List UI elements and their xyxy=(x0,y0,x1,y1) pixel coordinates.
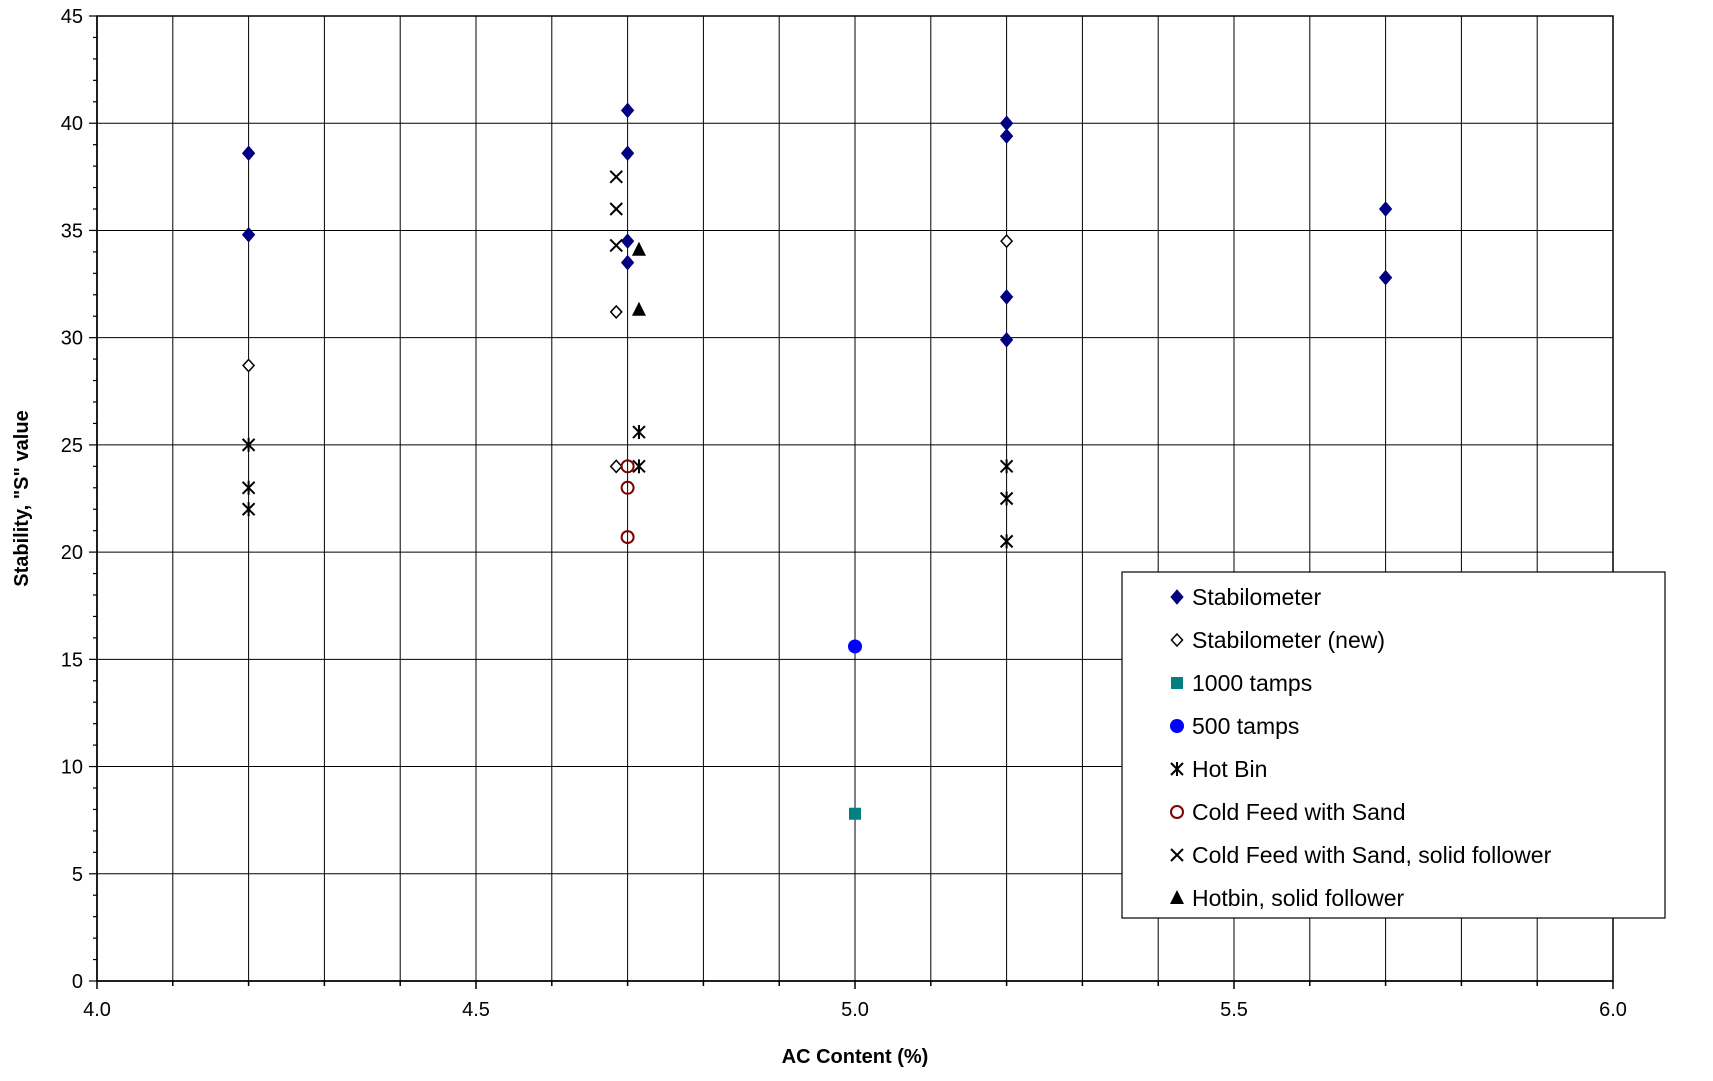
data-point xyxy=(620,233,635,249)
y-axis-title: Stability, "S" value xyxy=(11,410,33,586)
data-point xyxy=(631,301,646,316)
data-point xyxy=(620,480,635,495)
data-point xyxy=(632,459,646,474)
data-point xyxy=(620,530,635,545)
x-tick-label: 6.0 xyxy=(1599,999,1627,1021)
data-point xyxy=(1000,234,1014,249)
data-point xyxy=(620,459,635,474)
legend-marker xyxy=(1170,848,1184,862)
data-point xyxy=(999,115,1014,131)
axes xyxy=(89,15,1614,989)
legend-box xyxy=(1121,571,1666,919)
data-point xyxy=(999,332,1014,348)
series-5 xyxy=(620,459,635,545)
data-point xyxy=(609,304,623,320)
series-4 xyxy=(241,425,1014,549)
y-tick-label: 15 xyxy=(61,649,83,671)
legend-marker xyxy=(1170,762,1184,776)
data-point xyxy=(242,358,256,373)
legend-marker xyxy=(1170,719,1184,733)
legend: Stabilometer Stabilometer (new) 1000 tamps… xyxy=(1121,571,1666,919)
legend-label: Cold Feed with Sand, solid follower xyxy=(1192,842,1552,868)
x-tick-label: 4.5 xyxy=(462,999,490,1021)
y-tick-label: 5 xyxy=(72,864,83,886)
y-tick-label: 30 xyxy=(61,328,83,350)
y-tick-label: 40 xyxy=(61,113,83,135)
y-tick-label: 45 xyxy=(61,6,83,28)
data-point xyxy=(999,289,1014,305)
series-6 xyxy=(609,170,623,253)
data-point xyxy=(999,128,1014,144)
data-point xyxy=(609,238,623,253)
legend-label: Hot Bin xyxy=(1192,756,1267,782)
data-point xyxy=(1378,201,1393,217)
x-tick-label: 5.5 xyxy=(1220,999,1248,1021)
data-point xyxy=(241,226,256,243)
series-1 xyxy=(242,234,1014,474)
data-point xyxy=(241,437,256,452)
data-point xyxy=(848,639,862,654)
series-2 xyxy=(849,807,861,820)
data-point xyxy=(620,102,635,119)
legend-label: 500 tamps xyxy=(1192,713,1299,739)
data-point xyxy=(609,202,623,216)
data-point xyxy=(241,502,256,517)
y-tick-label: 10 xyxy=(61,757,83,779)
data-point xyxy=(999,459,1014,474)
series-7 xyxy=(631,241,646,316)
y-tick-label: 35 xyxy=(61,220,83,242)
legend-marker xyxy=(1171,677,1183,689)
data-point xyxy=(632,425,646,440)
series-3 xyxy=(848,639,862,654)
data-point xyxy=(999,491,1014,506)
legend-label: Stabilometer (new) xyxy=(1192,627,1385,653)
y-tick-label: 0 xyxy=(72,971,83,993)
legend-marker xyxy=(1170,589,1184,605)
legend-label: Stabilometer xyxy=(1192,584,1321,610)
x-axis-title: AC Content (%) xyxy=(782,1046,929,1068)
legend-label: Hotbin, solid follower xyxy=(1192,885,1405,911)
legend-label: Cold Feed with Sand xyxy=(1192,799,1406,825)
x-tick-label: 4.0 xyxy=(83,999,111,1021)
tick-labels: 4.0 4.5 5.0 5.5 6.0 0 5 10 15 20 25 30 35 40 45 xyxy=(61,6,1627,1021)
series-0 xyxy=(241,102,1393,348)
legend-label: 1000 tamps xyxy=(1192,670,1312,696)
data-point xyxy=(620,254,635,271)
legend-marker xyxy=(1170,805,1184,819)
data-point xyxy=(609,459,623,474)
data-point xyxy=(609,170,623,184)
data-point xyxy=(241,145,256,162)
data-point xyxy=(631,241,646,256)
data-points xyxy=(241,102,1393,820)
data-point xyxy=(241,480,256,495)
y-tick-label: 25 xyxy=(61,435,83,457)
data-point xyxy=(1378,269,1393,286)
legend-marker xyxy=(1170,890,1184,904)
data-point xyxy=(620,145,635,162)
data-point xyxy=(849,807,861,820)
x-tick-label: 5.0 xyxy=(841,999,869,1021)
data-point xyxy=(999,534,1014,549)
y-tick-label: 20 xyxy=(61,542,83,564)
legend-marker xyxy=(1170,632,1184,648)
